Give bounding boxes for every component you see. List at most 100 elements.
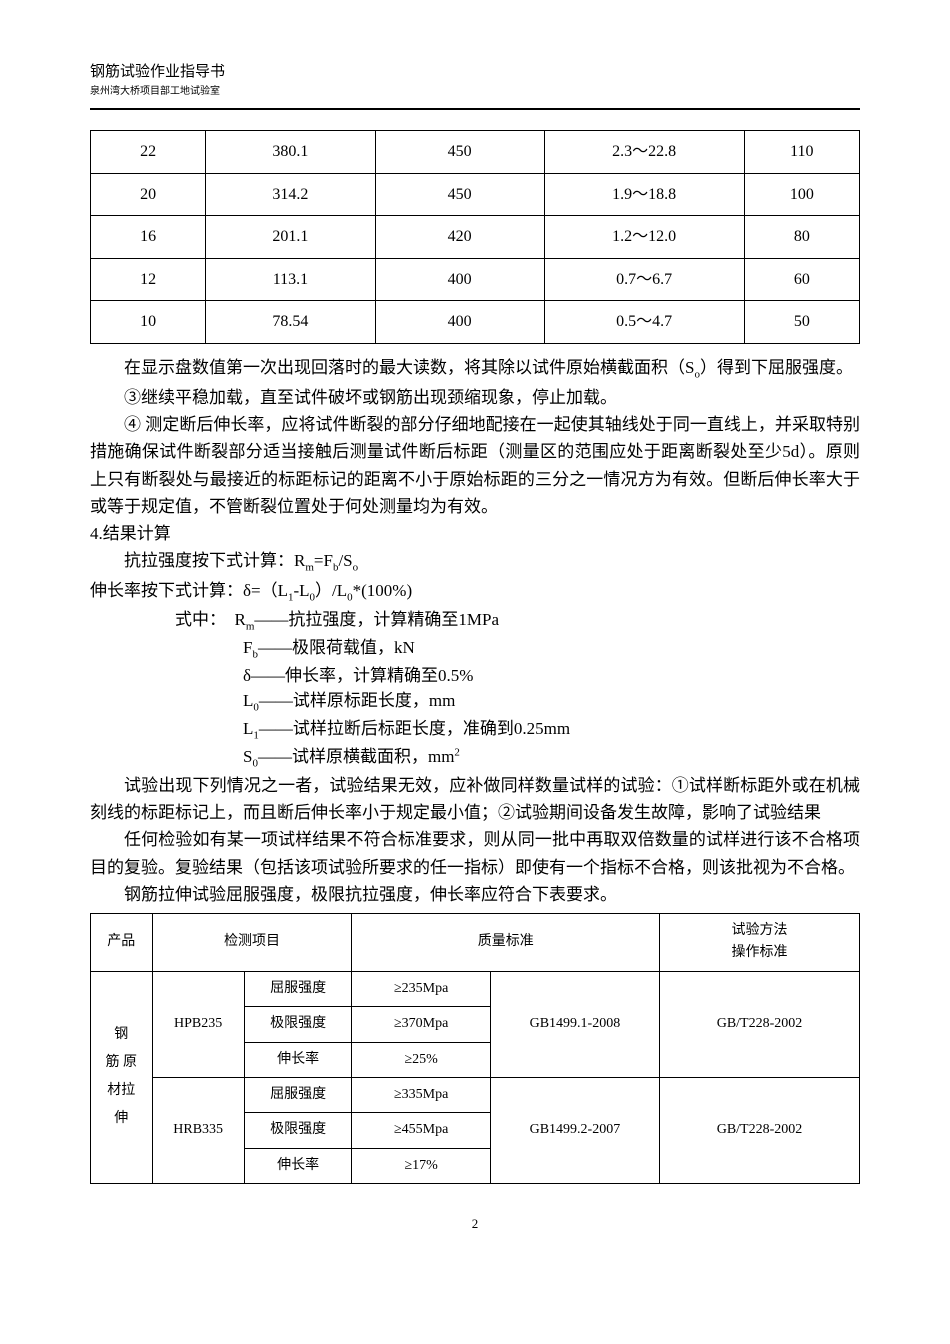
table-row: 20314.24501.9～18.8100 xyxy=(91,173,860,216)
header-divider xyxy=(90,108,860,110)
value-2-3: ≥17% xyxy=(352,1148,490,1183)
table-cell: 100 xyxy=(744,173,859,216)
sup-2: 2 xyxy=(454,746,460,758)
table-row: 1078.544000.5～4.750 xyxy=(91,301,860,344)
f4b: ――试样原标距长度，mm xyxy=(259,691,455,710)
formula-elongation: 伸长率按下式计算：δ=（L1-L0）/L0*(100%) xyxy=(90,577,860,607)
item-2-2: 极限强度 xyxy=(244,1113,352,1148)
table-cell: 420 xyxy=(375,216,544,259)
paragraph-6: 试验出现下列情况之一者，试验结果无效，应补做同样数量试样的试验：①试样断标距外或… xyxy=(90,772,860,826)
document-header: 钢筋试验作业指导书 泉州湾大桥项目部工地试验室 xyxy=(90,60,860,100)
page-number: 2 xyxy=(90,1214,860,1235)
table-cell: 314.2 xyxy=(206,173,375,216)
table-cell: 1.9～18.8 xyxy=(544,173,744,216)
paragraph-8: 钢筋拉伸试验屈服强度，极限抗拉强度，伸长率应符合下表要求。 xyxy=(90,881,860,908)
def-line-3: δ――伸长率，计算精确至0.5% xyxy=(243,663,860,689)
table-cell: 450 xyxy=(375,131,544,174)
table-cell: 10 xyxy=(91,301,206,344)
table-row: 22380.14502.3～22.8110 xyxy=(91,131,860,174)
table-cell: 60 xyxy=(744,258,859,301)
table-cell: 20 xyxy=(91,173,206,216)
th-test-item: 检测项目 xyxy=(152,913,352,971)
value-1-3: ≥25% xyxy=(352,1042,490,1077)
std-1: GB1499.1-2008 xyxy=(490,971,659,1077)
data-table-1: 22380.14502.3～22.811020314.24501.9～18.81… xyxy=(90,130,860,344)
item-1-3: 伸长率 xyxy=(244,1042,352,1077)
p4c: /S xyxy=(338,551,352,570)
formula-definitions: 式中： Rm――抗拉强度，计算精确至1MPa Fb――极限荷载值，kN δ――伸… xyxy=(175,607,860,772)
table-cell: 1.2～12.0 xyxy=(544,216,744,259)
th-method-2: 操作标准 xyxy=(732,945,788,960)
def-line-5: L1――试样拉断后标距长度，准确到0.25mm xyxy=(243,716,860,744)
table-cell: 450 xyxy=(375,173,544,216)
table2-row-4: HRB335 屈服强度 ≥335Mpa GB1499.2-2007 GB/T22… xyxy=(91,1077,860,1112)
table2-header-row: 产品 检测项目 质量标准 试验方法操作标准 xyxy=(91,913,860,971)
table-cell: 16 xyxy=(91,216,206,259)
header-title: 钢筋试验作业指导书 xyxy=(90,60,860,84)
paragraph-7: 任何检验如有某一项试样结果不符合标准要求，则从同一批中再取双倍数量的试样进行该不… xyxy=(90,826,860,880)
f4a: L xyxy=(243,691,253,710)
item-1-1: 屈服强度 xyxy=(244,971,352,1006)
section-4-title: 4.结果计算 xyxy=(90,520,860,547)
table-cell: 0.5～4.7 xyxy=(544,301,744,344)
table-cell: 80 xyxy=(744,216,859,259)
f5a: L xyxy=(243,719,253,738)
f6b: ――试样原横截面积，mm xyxy=(258,747,454,766)
table-cell: 78.54 xyxy=(206,301,375,344)
p5c: ）/L xyxy=(315,581,347,600)
table-cell: 201.1 xyxy=(206,216,375,259)
table2-row-1: 钢筋 原材拉伸 HPB235 屈服强度 ≥235Mpa GB1499.1-200… xyxy=(91,971,860,1006)
table-cell: 2.3～22.8 xyxy=(544,131,744,174)
def-line-4: L0――试样原标距长度，mm xyxy=(243,688,860,716)
table-cell: 113.1 xyxy=(206,258,375,301)
p4a: 抗拉强度按下式计算：R xyxy=(124,551,305,570)
def-line-1: 式中： Rm――抗拉强度，计算精确至1MPa xyxy=(175,607,860,635)
f1b: ――抗拉强度，计算精确至1MPa xyxy=(254,610,499,629)
paragraph-1: 在显示盘数值第一次出现回落时的最大读数，将其除以试件原始横截面积（So）得到下屈… xyxy=(90,354,860,384)
std-2: GB1499.2-2007 xyxy=(490,1077,659,1183)
table-cell: 400 xyxy=(375,301,544,344)
sub-o2: o xyxy=(353,561,359,573)
table-cell: 0.7～6.7 xyxy=(544,258,744,301)
table-cell: 380.1 xyxy=(206,131,375,174)
p1-text: 在显示盘数值第一次出现回落时的最大读数，将其除以试件原始横截面积（S xyxy=(124,358,694,377)
item-2-3: 伸长率 xyxy=(244,1148,352,1183)
th-method: 试验方法操作标准 xyxy=(660,913,860,971)
def-label: 式中： xyxy=(175,610,226,629)
paragraph-2: ③继续平稳加载，直至试件破坏或钢筋出现颈缩现象，停止加载。 xyxy=(90,384,860,411)
formula-tensile: 抗拉强度按下式计算：Rm=Fb/So xyxy=(90,547,860,577)
product-cell: 钢筋 原材拉伸 xyxy=(91,971,153,1183)
th-quality: 质量标准 xyxy=(352,913,660,971)
table-row: 16201.14201.2～12.080 xyxy=(91,216,860,259)
table-cell: 110 xyxy=(744,131,859,174)
table-cell: 400 xyxy=(375,258,544,301)
sub-m: m xyxy=(305,561,314,573)
table-cell: 22 xyxy=(91,131,206,174)
header-subtitle: 泉州湾大桥项目部工地试验室 xyxy=(90,84,860,100)
value-2-1: ≥335Mpa xyxy=(352,1077,490,1112)
method-1: GB/T228-2002 xyxy=(660,971,860,1077)
f2b: ――极限荷载值，kN xyxy=(258,638,415,657)
item-2-1: 屈服强度 xyxy=(244,1077,352,1112)
th-product: 产品 xyxy=(91,913,153,971)
f1a: R xyxy=(235,610,246,629)
p1b-text: ）得到下屈服强度。 xyxy=(700,358,853,377)
p5d: *(100%) xyxy=(353,581,412,600)
p4b: =F xyxy=(314,551,333,570)
grade-hrb335: HRB335 xyxy=(152,1077,244,1183)
table-row: 12113.14000.7～6.760 xyxy=(91,258,860,301)
def-line-2: Fb――极限荷载值，kN xyxy=(243,635,860,663)
standards-table: 产品 检测项目 质量标准 试验方法操作标准 钢筋 原材拉伸 HPB235 屈服强… xyxy=(90,913,860,1184)
grade-hpb235: HPB235 xyxy=(152,971,244,1077)
p5b: -L xyxy=(293,581,309,600)
f5b: ――试样拉断后标距长度，准确到0.25mm xyxy=(259,719,570,738)
value-1-2: ≥370Mpa xyxy=(352,1007,490,1042)
method-2: GB/T228-2002 xyxy=(660,1077,860,1183)
def-line-6: S0――试样原横截面积，mm2 xyxy=(243,744,860,772)
item-1-2: 极限强度 xyxy=(244,1007,352,1042)
value-2-2: ≥455Mpa xyxy=(352,1113,490,1148)
table-cell: 12 xyxy=(91,258,206,301)
p5a: 伸长率按下式计算：δ=（L xyxy=(90,581,288,600)
th-method-1: 试验方法 xyxy=(732,923,788,938)
table-cell: 50 xyxy=(744,301,859,344)
